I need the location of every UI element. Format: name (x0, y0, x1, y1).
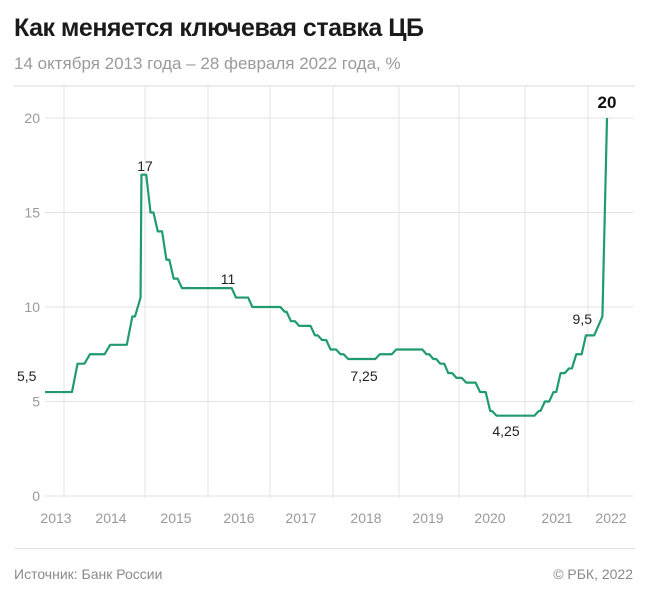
x-tick-label: 2019 (412, 510, 443, 526)
x-tick-label: 2021 (541, 510, 572, 526)
data-label: 9,5 (573, 311, 593, 327)
data-label: 11 (221, 271, 236, 287)
x-tick-label: 2017 (285, 510, 316, 526)
x-tick-label: 2022 (595, 510, 626, 526)
y-tick-label: 5 (32, 394, 40, 410)
source-note: Источник: Банк России (14, 566, 163, 582)
chart-title: Как меняется ключевая ставка ЦБ (14, 14, 424, 42)
data-label: 17 (137, 158, 153, 174)
footer-divider (14, 548, 635, 549)
x-tick-label: 2015 (160, 510, 191, 526)
x-tick-label: 2020 (474, 510, 505, 526)
y-tick-label: 20 (24, 110, 40, 126)
data-label: 4,25 (492, 423, 519, 439)
x-tick-label: 2014 (95, 510, 126, 526)
data-label: 5,5 (17, 368, 37, 384)
data-label: 7,25 (350, 368, 377, 384)
x-tick-label: 2013 (40, 510, 71, 526)
y-tick-label: 15 (24, 205, 40, 221)
x-tick-label: 2016 (223, 510, 254, 526)
chart-subtitle: 14 октября 2013 года – 28 февраля 2022 г… (14, 54, 401, 73)
y-tick-label: 0 (32, 488, 40, 504)
data-label: 20 (598, 93, 617, 112)
y-tick-label: 10 (24, 299, 40, 315)
copyright: © РБК, 2022 (553, 566, 633, 582)
rate-series-line (45, 117, 609, 417)
x-tick-label: 2018 (350, 510, 381, 526)
